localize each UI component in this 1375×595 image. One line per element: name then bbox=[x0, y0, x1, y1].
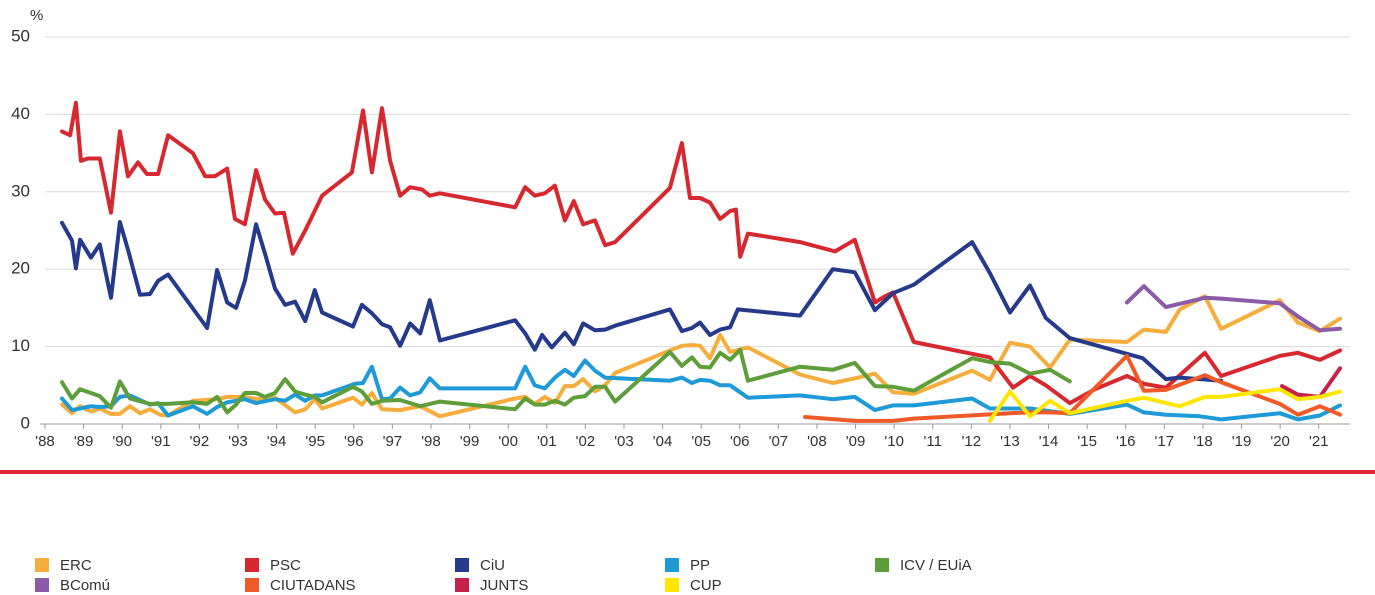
legend-label: ERC bbox=[60, 557, 92, 574]
x-tick-label: '16 bbox=[1116, 433, 1136, 450]
legend-label: BComú bbox=[60, 577, 110, 594]
x-tick-label: '18 bbox=[1193, 433, 1213, 450]
series-line bbox=[1124, 284, 1342, 333]
y-tick-label: 50 bbox=[11, 26, 30, 45]
x-tick-label: '02 bbox=[576, 433, 596, 450]
y-tick-label: 30 bbox=[11, 181, 30, 200]
legend-swatch bbox=[665, 558, 679, 572]
series-line bbox=[1280, 366, 1342, 399]
series-line bbox=[60, 294, 1342, 419]
legend-label: ICV / EUiA bbox=[900, 557, 972, 574]
legend-label: CUP bbox=[690, 577, 722, 594]
y-axis-unit: % bbox=[30, 7, 43, 24]
x-tick-label: '21 bbox=[1309, 433, 1329, 450]
legend-swatch bbox=[245, 558, 259, 572]
x-tick-label: '90 bbox=[112, 433, 132, 450]
x-tick-label: '88 bbox=[35, 433, 55, 450]
x-tick-label: '11 bbox=[924, 433, 942, 450]
legend-label: PP bbox=[690, 557, 710, 574]
series-line bbox=[803, 353, 1342, 423]
x-tick-label: '08 bbox=[807, 433, 827, 450]
x-tick-label: '93 bbox=[228, 433, 248, 450]
legend-label: CiU bbox=[480, 557, 505, 574]
x-tick-label: '05 bbox=[691, 433, 711, 450]
separator bbox=[0, 470, 1375, 474]
legend-swatch bbox=[35, 578, 49, 592]
series-line bbox=[60, 358, 1342, 422]
x-tick-label: '09 bbox=[846, 433, 866, 450]
x-tick-label: '94 bbox=[267, 433, 287, 450]
x-tick-label: '12 bbox=[962, 433, 982, 450]
x-tick-label: '95 bbox=[305, 433, 325, 450]
x-tick-label: '07 bbox=[769, 433, 789, 450]
legend-swatch bbox=[455, 558, 469, 572]
x-tick-label: '92 bbox=[190, 433, 210, 450]
x-tick-label: '99 bbox=[460, 433, 480, 450]
legend-swatch bbox=[455, 578, 469, 592]
series-line bbox=[987, 387, 1342, 423]
x-tick-label: '98 bbox=[421, 433, 441, 450]
legend-label: CIUTADANS bbox=[270, 577, 356, 594]
x-tick-label: '10 bbox=[884, 433, 904, 450]
series-line bbox=[60, 220, 1224, 383]
legend-label: PSC bbox=[270, 557, 301, 574]
x-tick-label: '04 bbox=[653, 433, 673, 450]
y-tick-label: 0 bbox=[21, 413, 30, 432]
legend-swatch bbox=[35, 558, 49, 572]
x-tick-label: '17 bbox=[1155, 433, 1175, 450]
x-tick-label: '91 bbox=[151, 433, 171, 450]
x-tick-label: '89 bbox=[74, 433, 94, 450]
x-tick-label: '03 bbox=[614, 433, 634, 450]
y-tick-label: 40 bbox=[11, 104, 30, 123]
x-tick-label: '20 bbox=[1270, 433, 1290, 450]
series-line bbox=[60, 100, 1342, 406]
series-line bbox=[60, 347, 1072, 415]
y-tick-label: 10 bbox=[11, 336, 30, 355]
x-tick-label: '00 bbox=[498, 433, 518, 450]
legend-swatch bbox=[665, 578, 679, 592]
x-tick-label: '96 bbox=[344, 433, 364, 450]
x-tick-label: '14 bbox=[1039, 433, 1059, 450]
legend-label: JUNTS bbox=[480, 577, 528, 594]
x-tick-label: '01 bbox=[537, 433, 557, 450]
y-tick-label: 20 bbox=[11, 259, 30, 278]
legend-swatch bbox=[245, 578, 259, 592]
x-tick-label: '06 bbox=[730, 433, 750, 450]
legend-swatch bbox=[875, 558, 889, 572]
x-tick-label: '13 bbox=[1000, 433, 1020, 450]
x-tick-label: '97 bbox=[383, 433, 403, 450]
x-tick-label: '19 bbox=[1232, 433, 1252, 450]
x-tick-label: '15 bbox=[1077, 433, 1097, 450]
